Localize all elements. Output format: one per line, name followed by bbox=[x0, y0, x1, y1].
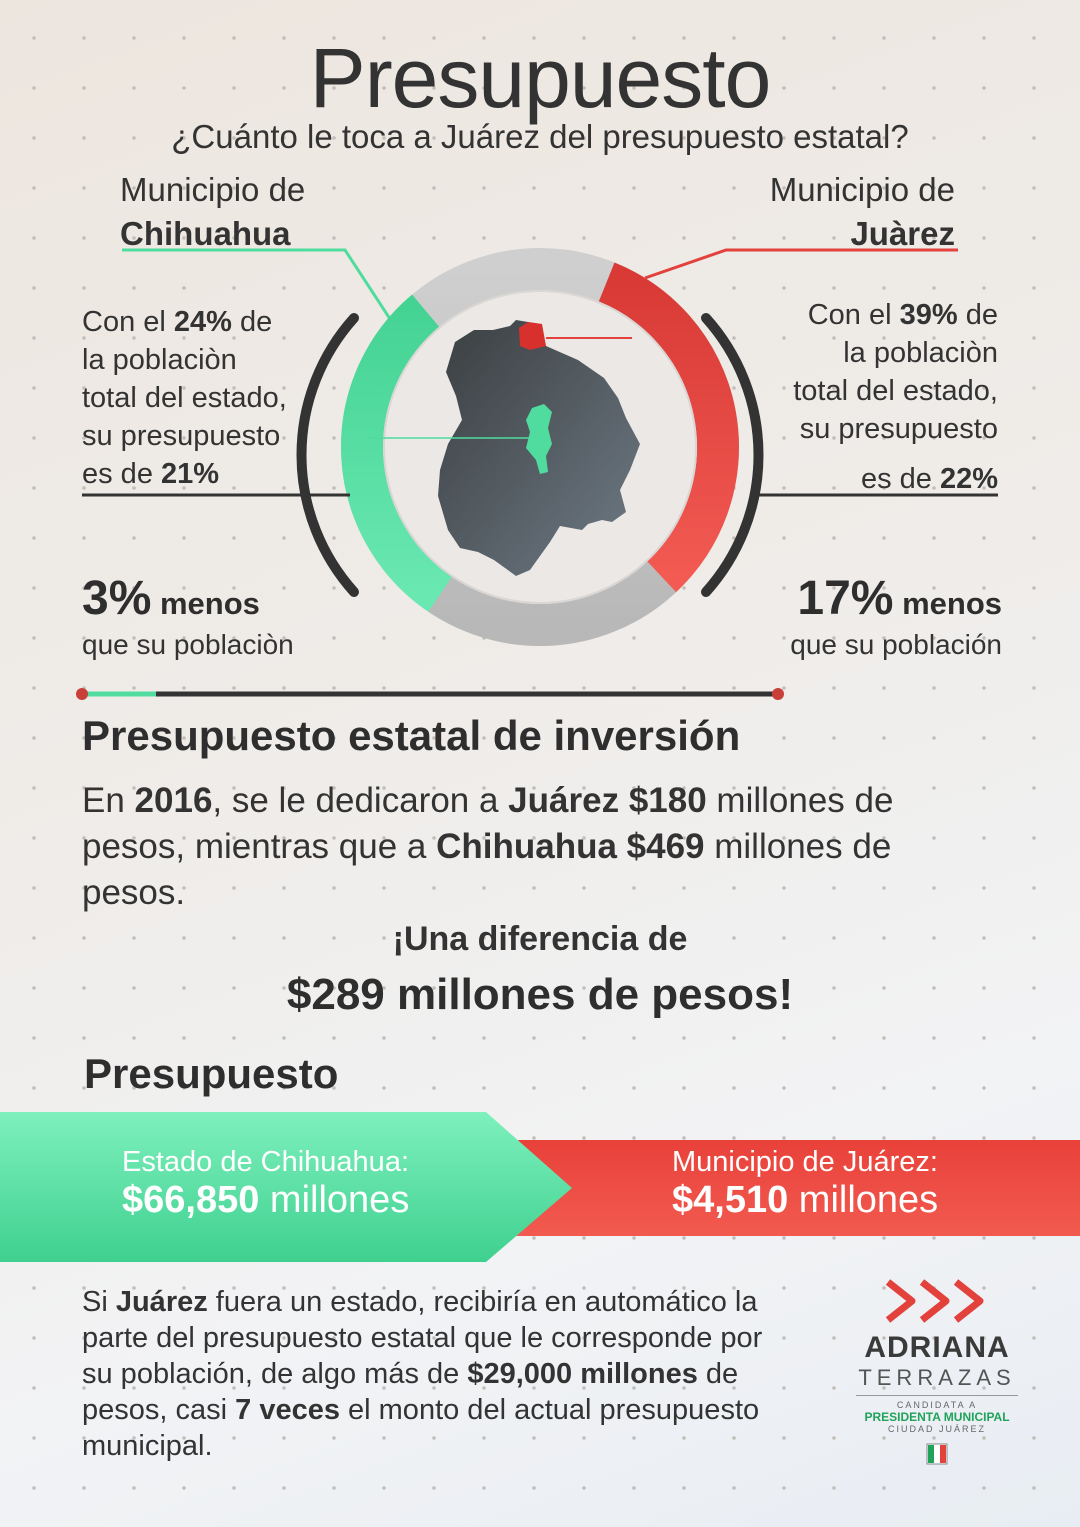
left-difference: 3% menos que su poblaciòn bbox=[82, 572, 294, 661]
juarez-budget-arc bbox=[598, 262, 739, 593]
state-budget-amount: $66,850 bbox=[122, 1179, 260, 1221]
right-difference: 17% menos que su población bbox=[790, 572, 1002, 661]
divider-right-dot bbox=[772, 688, 784, 700]
logo-surname: TERRAZAS bbox=[858, 1365, 1016, 1390]
left-population-text: Con el 24% de la poblaciòn total del est… bbox=[82, 306, 287, 490]
juarez-region bbox=[519, 322, 546, 350]
right-difference-sub: que su población bbox=[790, 629, 1002, 660]
right-difference-value: 17% bbox=[797, 572, 894, 625]
page-title: Presupuesto bbox=[309, 31, 772, 125]
logo-name: ADRIANA bbox=[864, 1331, 1010, 1364]
right-connector-line bbox=[644, 248, 958, 280]
difference-line-2: $289 millones de pesos! bbox=[286, 970, 794, 1019]
budget-heading: Presupuesto bbox=[84, 1050, 339, 1097]
municipal-budget-label: Municipio de Juárez: bbox=[672, 1146, 938, 1178]
left-municipality-label: Municipio de Chihuahua bbox=[120, 168, 305, 256]
state-budget-arrow bbox=[0, 1112, 572, 1262]
bottom-paragraph: Si Juárez fuera un estado, recibiría en … bbox=[82, 1286, 763, 1462]
budget-banner bbox=[0, 1112, 1080, 1262]
investment-heading: Presupuesto estatal de inversión bbox=[82, 712, 741, 759]
right-dark-arc bbox=[701, 313, 764, 597]
page-subtitle: ¿Cuánto le toca a Juárez del presupuesto… bbox=[171, 118, 909, 155]
right-population-text: Con el 39% de la poblaciòn total del est… bbox=[793, 299, 998, 495]
investment-paragraph: En 2016, se le dedicaron a Juárez $180 m… bbox=[82, 781, 894, 912]
right-municipality-prefix: Municipio de bbox=[769, 171, 955, 208]
municipal-budget: Municipio de Juárez: $4,510 millones bbox=[672, 1146, 939, 1221]
left-municipality-prefix: Municipio de bbox=[120, 171, 306, 208]
left-municipality-name: Chihuahua bbox=[120, 215, 291, 252]
left-difference-value: 3% bbox=[82, 572, 152, 625]
logo-office: PRESIDENTA MUNICIPAL bbox=[864, 1410, 1010, 1424]
state-budget-label: Estado de Chihuahua: bbox=[122, 1146, 409, 1178]
triple-arrow-icon bbox=[885, 1279, 984, 1323]
chihuahua-budget-arc bbox=[341, 294, 453, 612]
left-dark-arc bbox=[296, 313, 359, 597]
budget-ring-graphic bbox=[76, 248, 998, 700]
left-connector-line bbox=[122, 248, 394, 323]
logo-role: CANDIDATA A bbox=[896, 1400, 978, 1410]
state-budget: Estado de Chihuahua: $66,850 millones bbox=[122, 1146, 410, 1221]
candidate-logo: ADRIANA TERRAZAS CANDIDATA A PRESIDENTA … bbox=[852, 1276, 1022, 1477]
logo-city: CIUDAD JUÁREZ bbox=[887, 1424, 986, 1434]
municipal-budget-amount: $4,510 bbox=[672, 1179, 789, 1221]
pri-party-emblem bbox=[926, 1443, 948, 1465]
difference-line-1: ¡Una diferencia de bbox=[392, 920, 688, 958]
right-municipality-label: Municipio de Juàrez bbox=[770, 168, 955, 256]
divider-left-dot bbox=[76, 688, 88, 700]
left-difference-sub: que su poblaciòn bbox=[82, 629, 294, 660]
right-municipality-name: Juàrez bbox=[850, 215, 955, 252]
chihuahua-city-region bbox=[526, 404, 552, 474]
